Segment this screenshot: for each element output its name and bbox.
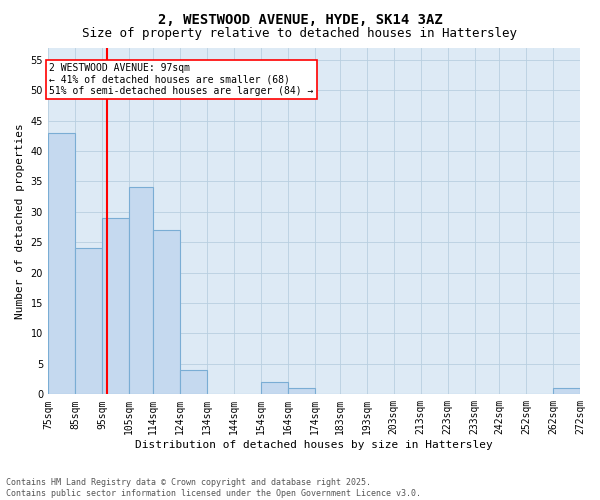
- Text: 2, WESTWOOD AVENUE, HYDE, SK14 3AZ: 2, WESTWOOD AVENUE, HYDE, SK14 3AZ: [158, 12, 442, 26]
- Bar: [261, 382, 288, 394]
- Bar: [102, 218, 129, 394]
- Bar: [553, 388, 580, 394]
- X-axis label: Distribution of detached houses by size in Hattersley: Distribution of detached houses by size …: [135, 440, 493, 450]
- Text: 2 WESTWOOD AVENUE: 97sqm
← 41% of detached houses are smaller (68)
51% of semi-d: 2 WESTWOOD AVENUE: 97sqm ← 41% of detach…: [49, 62, 314, 96]
- Bar: [75, 248, 102, 394]
- Text: Size of property relative to detached houses in Hattersley: Size of property relative to detached ho…: [83, 28, 517, 40]
- Bar: [129, 188, 153, 394]
- Bar: [288, 388, 316, 394]
- Text: Contains HM Land Registry data © Crown copyright and database right 2025.
Contai: Contains HM Land Registry data © Crown c…: [6, 478, 421, 498]
- Bar: [48, 132, 75, 394]
- Y-axis label: Number of detached properties: Number of detached properties: [15, 123, 25, 319]
- Bar: [153, 230, 180, 394]
- Bar: [180, 370, 207, 394]
